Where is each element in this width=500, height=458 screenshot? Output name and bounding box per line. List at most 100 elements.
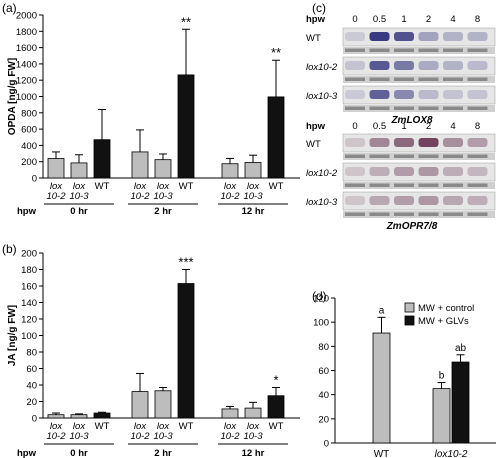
blot-band xyxy=(443,32,463,41)
loading-band xyxy=(369,48,390,52)
bar-label: lox xyxy=(224,181,237,192)
bar-label: 10-2 xyxy=(130,431,150,442)
loading-band xyxy=(418,154,439,158)
y-tick-label: 60 xyxy=(318,366,329,377)
blot-band xyxy=(345,90,365,99)
bar xyxy=(221,163,239,179)
blot-band xyxy=(443,167,463,176)
y-tick-label: 80 xyxy=(26,348,37,359)
blot-strip xyxy=(342,191,496,211)
bar xyxy=(131,151,149,179)
blot-strip xyxy=(342,162,496,182)
bar xyxy=(70,414,88,419)
category-label: WT xyxy=(374,449,390,458)
loading-band xyxy=(418,48,439,52)
y-tick-label: 1200 xyxy=(16,76,37,87)
blot-row-label: lox10-2 xyxy=(306,62,338,73)
loading-band xyxy=(394,77,414,81)
blot-row-label: lox10-2 xyxy=(306,168,338,179)
bar-label: WT xyxy=(179,181,194,192)
panel-label: (c) xyxy=(312,1,326,15)
bar-label: WT xyxy=(269,181,284,192)
blot-band xyxy=(345,167,365,176)
panel-a-opda-chart: (a) 0 200 400 600 800 1000 1200 1400 1600 1800 2000… xyxy=(2,1,300,217)
bar-label: 10-2 xyxy=(46,431,66,442)
loading-band xyxy=(369,106,390,110)
gene-label: ZmOPR7/8 xyxy=(386,221,438,232)
loading-band xyxy=(369,183,390,187)
bar-label: lox xyxy=(134,181,147,192)
loading-band xyxy=(443,212,463,216)
y-tick-label: 20 xyxy=(26,397,37,408)
bar-label: lox xyxy=(73,181,86,192)
legend-swatch xyxy=(404,315,415,326)
loading-band xyxy=(418,183,439,187)
blot-band xyxy=(394,138,414,147)
timepoint-label: 0.5 xyxy=(373,14,386,25)
bar-label: WT xyxy=(95,421,110,432)
loading-band xyxy=(369,77,390,81)
bar-label: 10-3 xyxy=(69,191,89,202)
blot-band xyxy=(418,196,439,205)
blot-band xyxy=(443,196,463,205)
timepoint-label: 1 xyxy=(401,14,406,25)
blot-band xyxy=(345,138,365,147)
panel-d-glv-chart: (d) 0 20 40 60 80 100 120 a WT b ab lox10-2 MW + cont… xyxy=(312,289,496,458)
loading-band xyxy=(443,48,463,52)
blot-row-label: WT xyxy=(306,33,321,44)
bar xyxy=(47,414,65,419)
bar-label: 10-3 xyxy=(243,191,263,202)
loading-band xyxy=(345,77,365,81)
loading-band xyxy=(443,183,463,187)
blot-band xyxy=(418,32,439,41)
hpw-label: hpw xyxy=(306,121,326,132)
bar xyxy=(47,158,65,179)
bar-label: lox xyxy=(157,181,170,192)
significance-stars: *** xyxy=(178,255,193,270)
legend-label: MW + control xyxy=(418,303,474,314)
y-axis-label: OPDA [ng/g FW] xyxy=(7,58,18,135)
y-tick-label: 60 xyxy=(26,364,37,375)
group-label: 2 hr xyxy=(154,206,172,217)
y-tick-label: 0 xyxy=(32,174,37,185)
timepoint-label: 2 xyxy=(426,121,431,132)
y-tick-label: 40 xyxy=(318,390,329,401)
bar-label: 10-3 xyxy=(153,431,173,442)
y-tick-label: 120 xyxy=(313,294,329,305)
blot-band xyxy=(394,61,414,70)
bar-label: 10-2 xyxy=(130,191,150,202)
bar xyxy=(70,162,88,179)
loading-band xyxy=(394,183,414,187)
blot-band xyxy=(369,138,390,147)
timepoint-label: 2 xyxy=(426,14,431,25)
bar xyxy=(93,139,111,179)
loading-band xyxy=(345,106,365,110)
group-label: 0 hr xyxy=(70,448,88,458)
panel-label: (b) xyxy=(2,242,17,256)
loading-band xyxy=(394,154,414,158)
bar xyxy=(451,361,470,444)
y-tick-label: 80 xyxy=(318,342,329,353)
blot-row-label: lox10-3 xyxy=(306,91,338,102)
significance-letter: b xyxy=(439,371,445,382)
loading-band xyxy=(467,154,488,158)
timepoint-label: 0 xyxy=(352,121,357,132)
y-tick-label: 0 xyxy=(324,439,329,450)
y-tick-label: 1400 xyxy=(16,59,37,70)
blot-band xyxy=(467,138,488,147)
hpw-label: hpw xyxy=(17,448,37,458)
timepoint-label: 4 xyxy=(450,14,455,25)
significance-stars: ** xyxy=(271,45,281,60)
bar-label: WT xyxy=(269,421,284,432)
timepoint-label: 8 xyxy=(475,121,480,132)
significance-stars: ** xyxy=(181,14,191,29)
hpw-label: hpw xyxy=(17,206,37,217)
timepoint-label: 1 xyxy=(401,121,406,132)
legend-swatch xyxy=(404,302,415,313)
loading-band xyxy=(418,77,439,81)
bar xyxy=(154,390,172,419)
loading-band xyxy=(467,106,488,110)
blot-band xyxy=(369,196,390,205)
